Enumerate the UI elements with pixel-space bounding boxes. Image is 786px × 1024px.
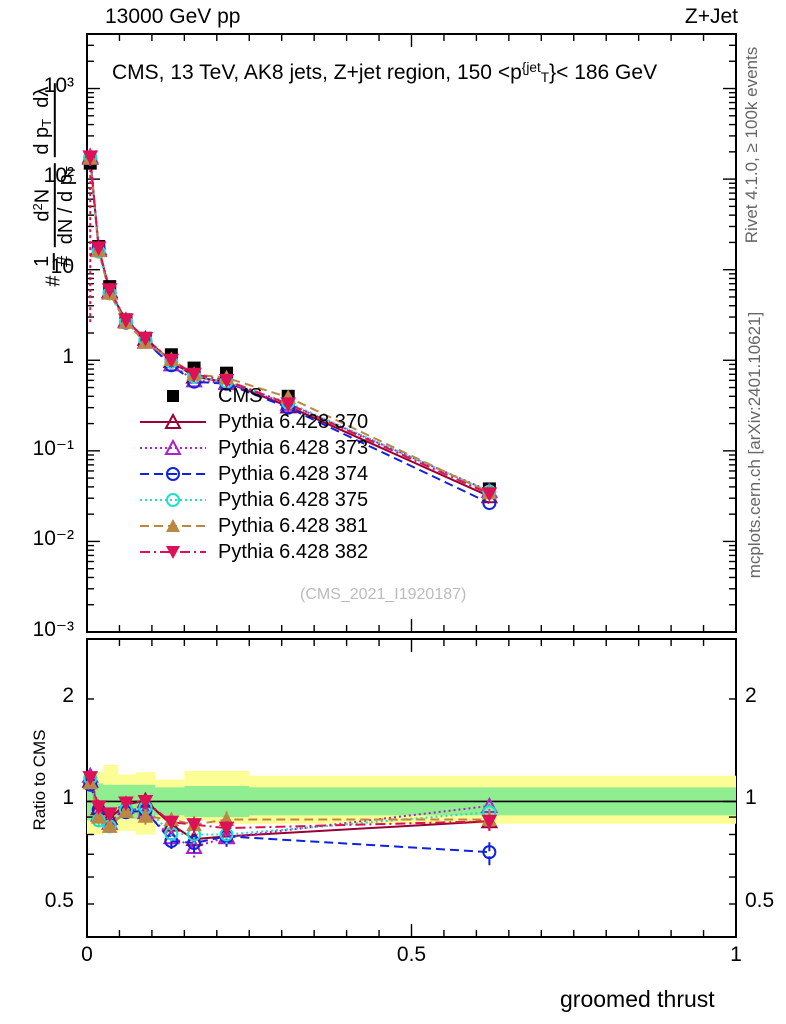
main-datapoint — [82, 150, 99, 165]
legend-key-square-icon — [138, 385, 208, 407]
main-datapoint — [137, 331, 154, 347]
beam-energy-label: 13000 GeV pp — [105, 5, 241, 28]
main-datapoint — [186, 367, 202, 383]
y-ticklabel-main: 10⁻¹ — [32, 436, 74, 460]
main-datapoint — [279, 397, 297, 414]
y-ticklabel-ratio-left: 2 — [62, 683, 74, 707]
legend-label: Pythia 6.428 381 — [218, 514, 369, 537]
ratio-datapoint — [481, 814, 498, 830]
plot-title-main: CMS, 13 TeV, AK8 jets, Z+jet region, 150… — [112, 60, 522, 84]
legend: CMS Pythia 6.428 370 Pythia 6.428 373 Pythi… — [138, 383, 368, 565]
y-ticklabel-main: 1 — [62, 345, 74, 369]
main-series-line — [89, 158, 490, 494]
legend-label: Pythia 6.428 375 — [218, 488, 369, 511]
legend-label: Pythia 6.428 373 — [218, 436, 369, 459]
ratio-datapoint — [118, 796, 134, 812]
ratio-datapoint — [482, 845, 497, 860]
ratio-datapoint — [186, 818, 202, 833]
ratio-datapoint — [137, 794, 154, 810]
legend-entry[interactable]: Pythia 6.428 374 — [138, 461, 368, 487]
x-ticklabel: 0.5 — [396, 943, 427, 966]
legend-key-circle-open-icon — [138, 489, 208, 511]
main-datapoint — [90, 241, 107, 256]
legend-key-triangle-up-open-icon — [138, 437, 208, 459]
y-ticklabel-main: 10 — [50, 254, 74, 278]
y-ticklabel-ratio-right: 1 — [745, 786, 757, 810]
ratio-datapoint — [137, 808, 154, 823]
x-axis-label: groomed thrust — [560, 986, 715, 1012]
legend-label: Pythia 6.428 374 — [218, 462, 369, 485]
legend-entry[interactable]: Pythia 6.428 373 — [138, 435, 368, 461]
ratio-datapoint — [82, 771, 99, 786]
plot-title-sub: T — [540, 70, 550, 86]
main-datapoint — [280, 397, 297, 412]
legend-label: Pythia 6.428 370 — [218, 410, 369, 433]
y-ticklabel-main: 10² — [43, 164, 74, 188]
y-ticklabel-main: 10⁻² — [32, 527, 74, 551]
ratio-datapoint — [163, 815, 180, 831]
main-datapoint — [218, 373, 235, 389]
y-ticklabel-ratio-left: 1 — [62, 786, 74, 810]
process-label: Z+Jet — [684, 5, 738, 28]
plot-title: CMS, 13 TeV, AK8 jets, Z+jet region, 150… — [112, 60, 657, 85]
legend-entry[interactable]: Pythia 6.428 370 — [138, 409, 368, 435]
main-datapoint — [163, 353, 180, 369]
y-ticklabel-main: 10³ — [43, 73, 74, 97]
ratio-datapoint — [90, 800, 107, 815]
main-datapoint — [481, 487, 498, 502]
ratio-datapoint — [218, 821, 235, 837]
analysis-id-watermark: (CMS_2021_I1920187) — [300, 586, 467, 603]
ratio-datapoint — [101, 818, 118, 833]
main-series-line — [89, 156, 490, 495]
plot-title-tail: }< 186 GeV — [549, 60, 658, 84]
legend-entry[interactable]: Pythia 6.428 381 — [138, 513, 368, 539]
x-ticklabel: 0 — [81, 943, 93, 966]
legend-key-triangle-up-filled-icon — [138, 515, 208, 537]
y-ticklabel-ratio-left: 0.5 — [44, 888, 74, 912]
legend-key-circle-open-icon — [138, 463, 208, 485]
main-datapoint — [101, 283, 118, 298]
legend-entry[interactable]: Pythia 6.428 382 — [138, 539, 368, 565]
y-ticklabel-ratio-right: 2 — [745, 683, 757, 707]
ratio-datapoint — [90, 809, 107, 824]
plot-title-sup: {jet — [521, 60, 541, 75]
ratio-datapoint — [101, 807, 118, 822]
main-datapoint — [118, 313, 134, 329]
y-ticklabel-ratio-right: 0.5 — [745, 888, 775, 912]
y-ticklabel-main: 10⁻³ — [32, 618, 74, 641]
legend-key-triangle-down-filled-icon — [138, 541, 208, 563]
legend-label: CMS — [218, 384, 263, 407]
legend-entry[interactable]: CMS — [138, 383, 368, 409]
x-ticklabel: 1 — [730, 943, 742, 966]
legend-entry[interactable]: Pythia 6.428 375 — [138, 487, 368, 513]
legend-label: Pythia 6.428 382 — [218, 540, 369, 563]
legend-key-triangle-up-open-icon — [138, 411, 208, 433]
